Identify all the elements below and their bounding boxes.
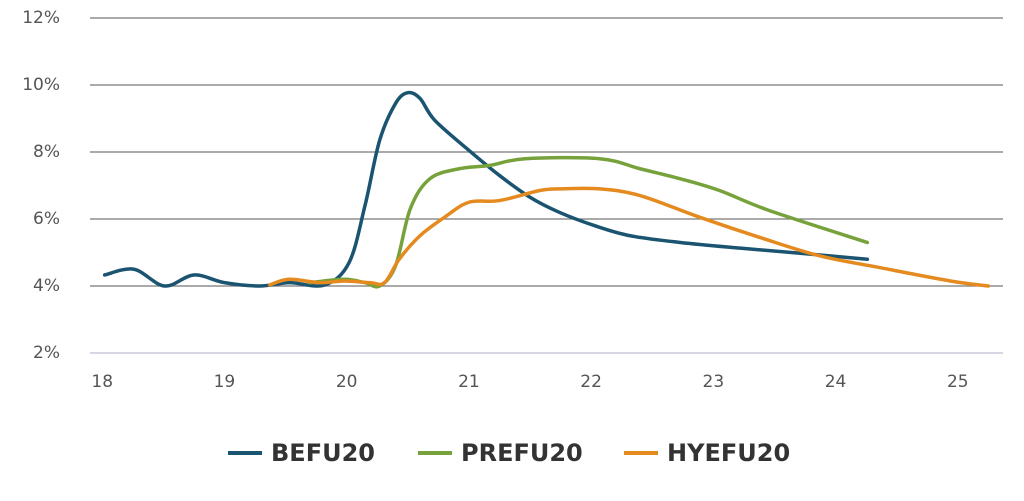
- series-line: [267, 186, 991, 288]
- x-tick-label: 24: [825, 372, 847, 392]
- x-tick-label: 22: [580, 372, 602, 392]
- y-tick-label: 8%: [33, 142, 60, 162]
- x-tick-label: 23: [703, 372, 725, 392]
- x-tick-label: 19: [214, 372, 236, 392]
- series-line: [308, 155, 870, 289]
- y-tick-label: 2%: [33, 343, 60, 363]
- y-tick-label: 4%: [33, 276, 60, 296]
- x-tick-label: 25: [947, 372, 969, 392]
- y-tick-label: 6%: [33, 209, 60, 229]
- series-line: [102, 90, 870, 288]
- x-tick-label: 20: [336, 372, 358, 392]
- x-tick-label: 18: [91, 372, 113, 392]
- legend-label: HYEFU20: [667, 439, 790, 467]
- y-tick-label: 12%: [22, 8, 60, 28]
- x-tick-label: 21: [458, 372, 480, 392]
- legend-label: BEFU20: [271, 439, 375, 467]
- y-tick-label: 10%: [22, 75, 60, 95]
- legend-label: PREFU20: [461, 439, 583, 467]
